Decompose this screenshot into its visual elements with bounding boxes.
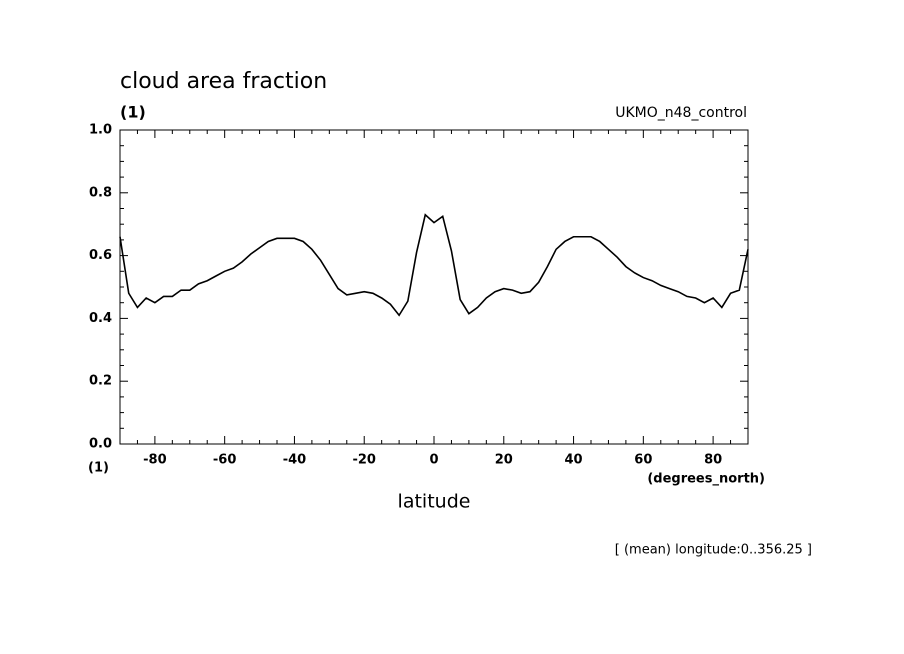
x-tick-label: -20 (352, 453, 376, 468)
y-tick-label: 1.0 (89, 123, 112, 138)
chart-title: cloud area fraction (120, 69, 327, 94)
y-units-bottom: (1) (88, 461, 109, 476)
x-tick-label: -40 (283, 453, 307, 468)
x-tick-label: 40 (565, 453, 583, 468)
x-units: (degrees_north) (647, 472, 765, 487)
y-tick-label: 0.6 (89, 248, 112, 263)
note: [ (mean) longitude:0..356.25 ] (615, 543, 812, 558)
x-tick-label: 60 (634, 453, 652, 468)
x-tick-label: -60 (213, 453, 237, 468)
dataset-label: UKMO_n48_control (615, 105, 747, 121)
y-tick-label: 0.2 (89, 374, 112, 389)
x-tick-label: 80 (704, 453, 722, 468)
x-tick-label: 20 (495, 453, 513, 468)
y-tick-label: 0.0 (89, 437, 112, 452)
y-tick-label: 0.4 (89, 311, 112, 326)
x-axis-label: latitude (398, 491, 471, 513)
y-units: (1) (120, 103, 146, 122)
x-tick-label: -80 (143, 453, 167, 468)
x-tick-label: 0 (429, 453, 438, 468)
data-line (119, 213, 749, 317)
plot-frame (119, 129, 749, 445)
y-tick-label: 0.8 (89, 185, 112, 200)
